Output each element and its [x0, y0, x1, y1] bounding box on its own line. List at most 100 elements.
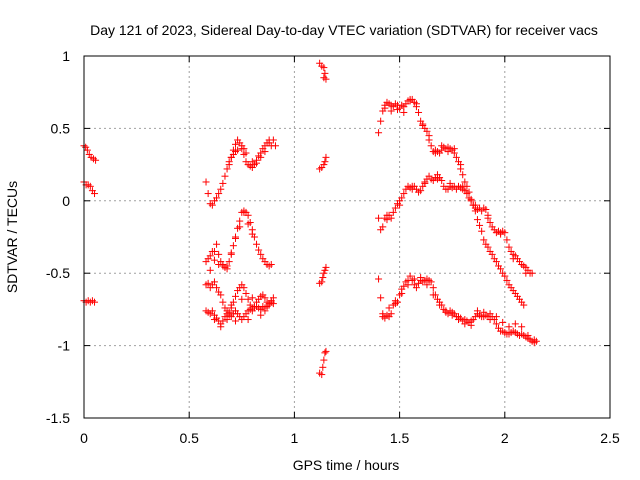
data-point: [415, 108, 423, 116]
data-point: [452, 153, 460, 161]
data-point: [257, 250, 265, 258]
data-point: [86, 182, 94, 190]
data-point: [240, 145, 248, 153]
data-point: [438, 177, 446, 185]
data-point: [476, 221, 484, 229]
data-point: [425, 136, 433, 144]
data-point: [379, 310, 387, 318]
data-point: [387, 310, 395, 318]
data-point: [442, 307, 450, 315]
data-point: [248, 230, 256, 238]
data-point: [206, 252, 214, 260]
data-point: [450, 145, 458, 153]
data-point: [457, 161, 465, 169]
data-point: [438, 142, 446, 150]
data-point: [213, 284, 221, 292]
data-point: [532, 337, 540, 345]
data-point: [219, 317, 227, 325]
x-tick-label: 2: [501, 430, 509, 446]
x-tick-label: 0.5: [179, 430, 199, 446]
data-point: [242, 149, 250, 157]
data-point: [433, 175, 441, 183]
data-point: [492, 313, 500, 321]
data-point: [471, 201, 479, 209]
data-point: [217, 323, 225, 331]
data-point: [204, 190, 212, 198]
data-point: [240, 208, 248, 216]
data-point: [511, 320, 519, 328]
data-point: [375, 275, 383, 283]
data-point: [503, 236, 511, 244]
data-point: [225, 258, 233, 266]
data-point: [271, 142, 279, 150]
data-point: [234, 146, 242, 154]
data-point: [321, 266, 329, 274]
data-point: [244, 220, 252, 228]
data-point: [223, 165, 231, 173]
data-point: [389, 208, 397, 216]
data-point: [467, 197, 475, 205]
data-point: [244, 316, 252, 324]
data-point: [321, 349, 329, 357]
data-point: [427, 278, 435, 286]
data-point: [244, 295, 252, 303]
data-point: [417, 187, 425, 195]
data-point: [478, 227, 486, 235]
data-point: [505, 243, 513, 251]
data-point: [379, 223, 387, 231]
data-point: [242, 289, 250, 297]
data-point: [319, 274, 327, 282]
data-point: [253, 159, 261, 167]
data-point: [318, 278, 326, 286]
data-point: [210, 247, 218, 255]
data-point: [223, 316, 231, 324]
y-tick-label: -1: [58, 338, 71, 354]
data-point: [463, 190, 471, 198]
data-point: [322, 347, 330, 355]
data-point: [528, 269, 536, 277]
plot-frame: [83, 55, 611, 419]
data-point: [501, 272, 509, 280]
y-tick-label: 0: [62, 193, 70, 209]
data-point: [398, 194, 406, 202]
data-point: [229, 242, 237, 250]
data-point: [486, 219, 494, 227]
data-point: [387, 214, 395, 222]
data-point: [217, 185, 225, 193]
data-point: [213, 240, 221, 248]
data-point: [215, 250, 223, 258]
data-point: [231, 292, 239, 300]
data-point: [261, 294, 269, 302]
data-point: [492, 258, 500, 266]
data-point: [387, 107, 395, 115]
data-point: [231, 317, 239, 325]
data-point: [248, 158, 256, 166]
data-point: [83, 146, 91, 154]
data-point: [497, 230, 505, 238]
x-tick-label: 2.5: [600, 430, 620, 446]
data-point: [223, 265, 231, 273]
data-point: [219, 298, 227, 306]
data-point: [429, 291, 437, 299]
data-point: [406, 97, 414, 105]
data-point: [221, 172, 229, 180]
data-point: [486, 316, 494, 324]
data-point: [219, 262, 227, 270]
data-point: [261, 148, 269, 156]
data-point: [408, 182, 416, 190]
data-point: [210, 256, 218, 264]
data-point: [231, 140, 239, 148]
data-point: [473, 216, 481, 224]
data-point: [82, 143, 90, 151]
data-point: [459, 171, 467, 179]
data-point: [503, 276, 511, 284]
data-point: [505, 323, 513, 331]
data-point: [410, 275, 418, 283]
data-point: [269, 300, 277, 308]
data-point: [322, 153, 330, 161]
data-point: [518, 323, 526, 331]
data-point: [208, 307, 216, 315]
y-axis-label: SDTVAR / TECUs: [4, 181, 20, 293]
